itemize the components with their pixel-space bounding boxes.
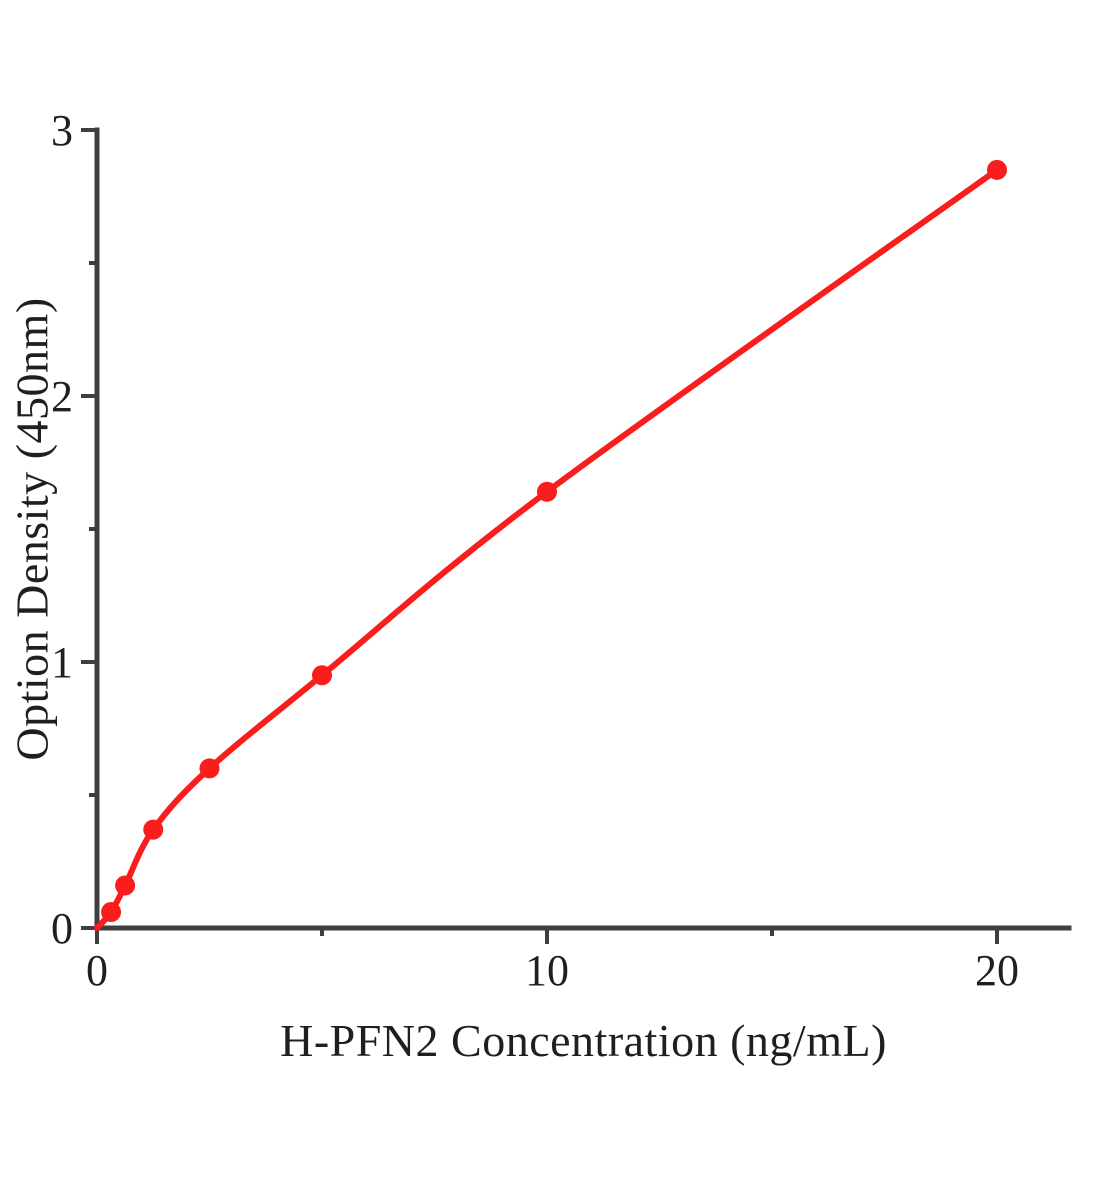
axis-spine [94,127,1072,931]
data-point-marker [101,902,122,923]
x-tick-label: 20 [975,946,1019,995]
data-point-marker [537,481,557,502]
standard-curve-line [94,166,1000,931]
data-point-marker [115,875,136,896]
y-tick-label: 3 [51,106,73,155]
data-point-marker [143,819,164,840]
y-tick-label: 1 [51,638,73,687]
x-axis-title: H-PFN2 Concentration (ng/mL) [280,1015,887,1066]
data-point-marker [312,665,332,686]
data-point-marker [199,758,220,779]
x-tick-label: 0 [86,946,108,995]
x-tick-label: 10 [525,946,569,995]
data-point-marker [987,159,1007,180]
y-axis-title: Option Density (450nm) [6,297,58,761]
y-tick-label: 0 [51,904,73,953]
y-tick-label: 2 [51,372,73,421]
